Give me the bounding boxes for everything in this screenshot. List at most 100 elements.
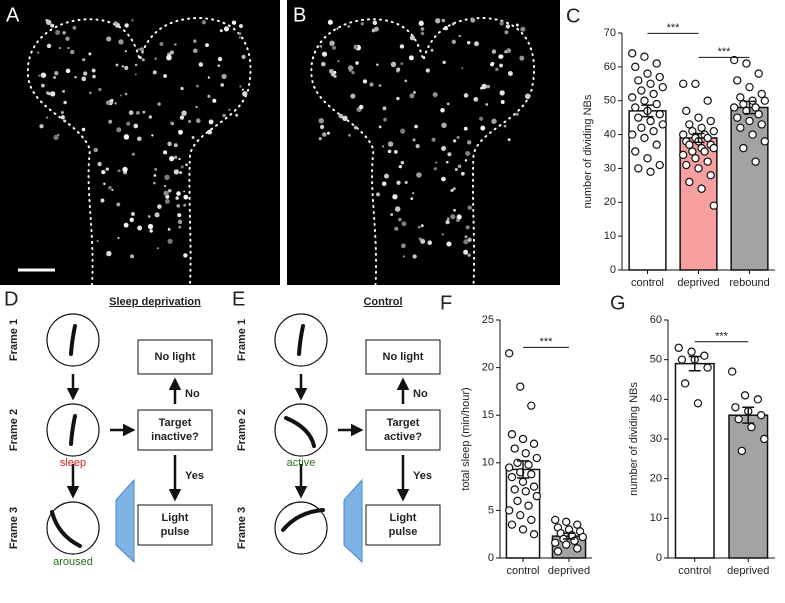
cell [223,26,230,32]
cell [173,143,178,148]
cell [228,108,231,111]
error-bar [641,104,654,118]
data-point [709,126,719,136]
cell [156,247,160,250]
cell [445,219,450,225]
cell [137,226,140,230]
cell [114,102,117,105]
cell [400,62,404,66]
data-point [709,201,719,210]
cell [167,238,173,244]
cell [420,224,424,228]
y-tick-label: 0 [610,264,616,276]
cell [142,110,146,114]
data-point [745,82,754,92]
box [365,339,441,375]
cell [168,155,175,162]
cell [92,74,96,79]
data-point [551,538,560,547]
cell [238,36,241,39]
data-point [674,343,683,352]
cell [400,160,405,165]
cell [465,150,471,157]
cell [53,134,59,141]
cell [135,111,140,115]
cell [350,93,356,99]
error-bar [517,460,529,479]
cell [467,205,473,210]
y-tick-label: 30 [650,433,662,445]
data-point [529,439,539,448]
cell [151,134,154,137]
cell [453,139,457,143]
cell [506,48,512,54]
cell [62,89,66,93]
cell [353,125,358,130]
cell [177,213,182,218]
cell [351,70,355,75]
significance-label: *** [540,336,554,348]
data-point [757,120,766,129]
cell [124,23,129,28]
data-point [646,79,655,88]
cell [82,58,86,62]
cell [387,149,392,154]
y-tick-label: 20 [604,196,616,208]
cell [195,118,201,124]
cell [467,237,472,242]
cell [355,61,359,65]
panel-label: F [440,292,452,314]
cell [129,217,134,222]
significance-label: *** [667,22,681,34]
cell [393,149,398,154]
cell [331,45,336,50]
data-point [691,154,700,163]
cell [103,182,106,186]
data-point [751,103,760,112]
data-point [518,525,528,534]
cell [123,134,130,140]
cell [212,98,217,103]
cell [486,84,491,89]
cell [464,235,468,239]
cell [465,225,470,230]
cell [321,51,328,57]
cell [441,233,444,236]
cell [384,173,389,179]
micrograph [0,0,280,285]
cell [524,93,531,100]
data-point [527,401,536,410]
cell [507,71,513,76]
x-tick-label: deprived [727,565,769,577]
cell [348,133,352,137]
cell [39,124,44,129]
box-text: No light [383,351,424,363]
state-label: sleep [60,457,86,469]
cell [456,136,460,139]
data-point [679,79,688,88]
data-point [507,520,517,529]
data-point [640,96,649,105]
diagram-title: Sleep deprivation [109,296,201,308]
y-tick-label: 20 [482,362,494,374]
data-point [649,126,658,136]
panel-label: A [6,4,20,26]
box-text: pulse [389,526,418,538]
cell [180,165,184,169]
larva [297,324,305,356]
data-point [631,147,640,156]
cell [154,57,157,60]
cell [434,161,438,164]
y-tick-label: 15 [482,409,494,421]
box-text: No light [155,351,196,363]
cell [479,116,484,121]
cell [378,125,382,129]
cell [163,150,168,155]
error-bar [563,532,575,540]
cell [495,67,499,72]
cell [220,83,224,87]
cell [154,167,158,171]
data-point [527,515,536,525]
cell [238,23,244,29]
no-label: No [185,388,200,400]
